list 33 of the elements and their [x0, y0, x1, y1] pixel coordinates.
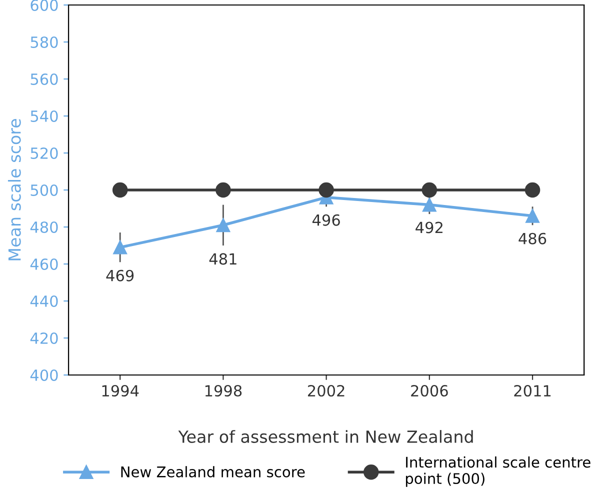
- x-tick-label: 2011: [514, 384, 551, 397]
- y-tick-label: 400: [30, 369, 58, 382]
- y-tick-label: 420: [30, 332, 58, 344]
- point: [422, 198, 436, 212]
- y-axis-title: Mean scale score: [8, 119, 21, 260]
- point: [216, 182, 231, 198]
- y-tick-label: 500: [30, 184, 58, 196]
- data-label: 486: [518, 232, 546, 244]
- y-tick-label: 540: [30, 110, 58, 122]
- x-tick-label: 1994: [102, 384, 139, 397]
- x-tick-label: 1998: [205, 384, 242, 397]
- point: [524, 182, 540, 198]
- x-tick-label: 2006: [411, 384, 448, 397]
- y-tick-label: 520: [30, 147, 58, 160]
- y-tick-label: 440: [30, 295, 58, 308]
- y-tick-label: 560: [30, 73, 58, 86]
- y-tick-label: 580: [30, 36, 58, 48]
- legend-label: New Zealand mean score: [121, 466, 305, 478]
- point: [112, 182, 128, 198]
- legend-label: International scale centre point (500): [406, 456, 590, 487]
- point: [113, 240, 128, 254]
- point: [422, 182, 438, 198]
- point: [526, 208, 540, 223]
- x-tick-label: 2002: [308, 384, 344, 397]
- point: [318, 182, 334, 198]
- data-label: 492: [416, 222, 442, 234]
- data-label: 496: [312, 214, 340, 226]
- point: [216, 218, 230, 232]
- y-tick-label: 480: [30, 221, 58, 234]
- data-label: 481: [209, 253, 236, 265]
- x-axis-title: Year of assessment in New Zealand: [178, 430, 473, 443]
- data-label: 469: [106, 270, 134, 282]
- y-tick-label: 460: [30, 258, 58, 270]
